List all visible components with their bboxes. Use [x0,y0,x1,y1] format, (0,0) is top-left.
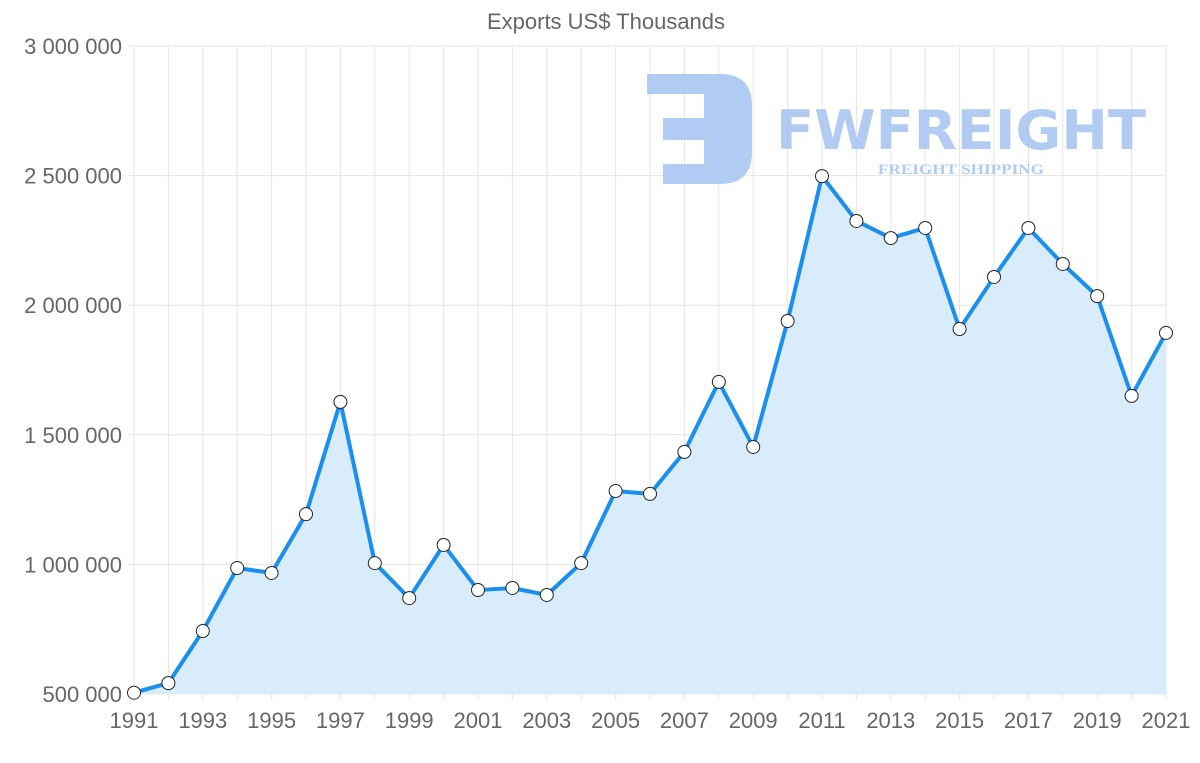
x-tick-label: 2015 [935,708,984,733]
data-point-2017[interactable] [1021,220,1036,235]
y-tick-label: 2 000 000 [24,293,122,318]
data-point-2012[interactable] [849,213,864,228]
data-point-1997[interactable] [333,394,348,409]
x-axis-ticks: 1991 1993 1995 1997 1999 2001 2003 2005 2007 2009… [110,708,1191,733]
data-points [127,169,1173,700]
data-point-2010[interactable] [780,314,795,329]
y-tick-label: 2 500 000 [24,164,122,189]
data-point-1991[interactable] [127,685,141,700]
data-point-1993[interactable] [195,624,210,639]
data-point-2001[interactable] [471,583,485,598]
data-point-2006[interactable] [643,486,657,501]
y-tick-label: 1 500 000 [24,423,122,448]
fwfreight-logo-watermark: FWFREIGHT FREIGHT SHIPPING [647,74,1146,184]
data-point-1995[interactable] [264,565,279,580]
data-point-1992[interactable] [161,676,176,691]
x-tick-label: 2013 [866,708,915,733]
x-tick-label: 2007 [660,708,709,733]
x-tick-label: 2003 [522,708,571,733]
x-tick-label: 2017 [1004,708,1053,733]
x-tick-label: 2001 [454,708,503,733]
data-point-2013[interactable] [883,231,898,246]
x-tick-label: 1999 [385,708,434,733]
data-point-2004[interactable] [574,556,589,571]
y-axis-ticks: 500 000 1 000 000 1 500 000 2 000 000 2 500 … [24,34,122,707]
data-point-1996[interactable] [299,507,313,522]
x-tick-label: 2021 [1142,708,1191,733]
data-point-2016[interactable] [987,269,1001,284]
y-tick-label: 1 000 000 [24,552,122,577]
x-tick-label: 2005 [591,708,640,733]
x-tick-label: 1997 [316,708,365,733]
data-point-2003[interactable] [539,587,554,602]
watermark-tagline: FREIGHT SHIPPING [878,162,1044,178]
y-tick-label: 3 000 000 [24,34,122,59]
x-tick-label: 2019 [1073,708,1122,733]
data-point-2019[interactable] [1090,289,1105,304]
data-point-2000[interactable] [436,537,451,552]
x-tick-label: 1993 [178,708,227,733]
x-tick-label: 1991 [110,708,159,733]
data-point-2018[interactable] [1055,256,1070,271]
data-point-2011[interactable] [815,169,829,184]
area-fill [134,176,1166,694]
data-point-2005[interactable] [608,484,623,499]
data-point-1994[interactable] [230,561,245,576]
x-tick-label: 2009 [729,708,778,733]
data-point-2002[interactable] [505,580,520,595]
data-point-1999[interactable] [402,591,417,606]
watermark-brand: FWFREIGHT [776,99,1146,162]
data-point-2014[interactable] [918,220,933,235]
data-point-2020[interactable] [1124,388,1139,403]
data-point-1998[interactable] [367,556,382,571]
data-point-2009[interactable] [746,439,761,454]
x-tick-label: 2011 [798,708,845,733]
chart-title: Exports US$ Thousands [487,9,725,34]
data-point-2021[interactable] [1159,325,1173,340]
data-point-2008[interactable] [711,374,726,389]
x-tick-label: 1995 [247,708,296,733]
data-point-2007[interactable] [677,444,692,459]
data-point-2015[interactable] [952,322,967,337]
y-tick-label: 500 000 [42,682,122,707]
